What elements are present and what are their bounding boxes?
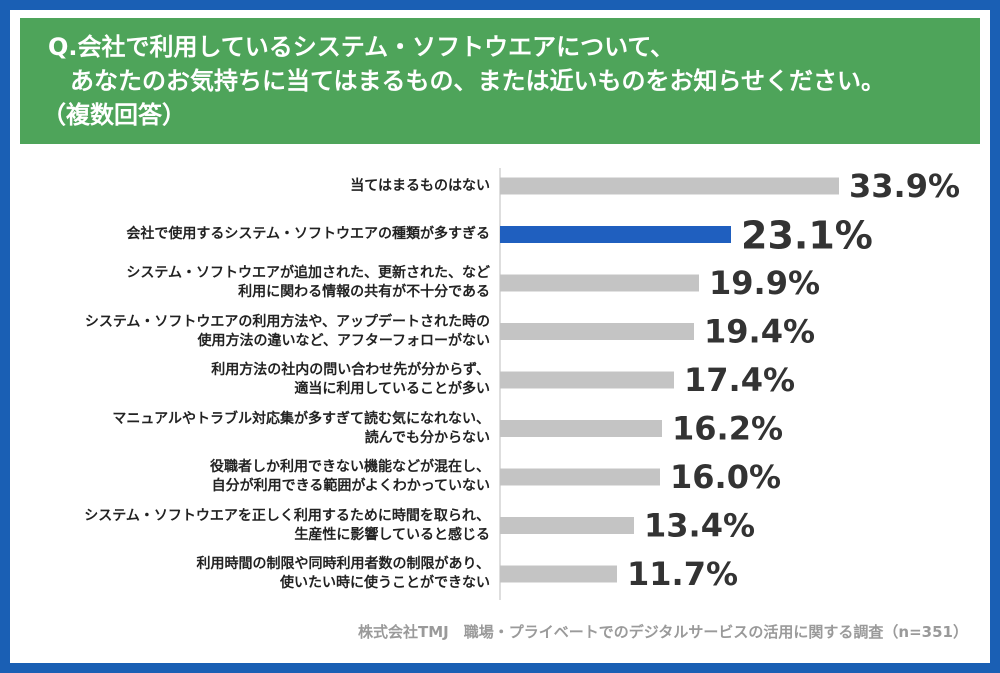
category-label-1-line-0: 会社で使用するシステム・ソフトウエアの種類が多すぎる [126,226,490,242]
category-label-8-line-0: 利用時間の制限や同時利用者数の制限があり、 [196,556,490,572]
category-label-2: システム・ソフトウエアが追加された、更新された、など利用に関わる情報の共有が不十… [126,264,490,302]
category-label-8-line-1: 使いたい時に使うことができない [280,575,490,591]
category-label-6: 役職者しか利用できない機能などが混在し、 自分が利用できる範囲がよくわかっていない [210,458,490,496]
question-header: Q.会社で利用しているシステム・ソフトウエアについて、 あなたのお気持ちに当ては… [20,18,980,144]
category-label-4: 利用方法の社内の問い合わせ先が分からず、適当に利用していることが多い [211,361,490,399]
bar-8 [500,565,617,583]
bar-1 [500,226,731,243]
data-label-6: 16.0% [670,458,781,496]
question-line-2: あなたのお気持ちに当てはまるもの、または近いものをお知らせください。 [70,67,886,95]
category-label-8: 利用時間の制限や同時利用者数の制限があり、使いたい時に使うことができない [197,555,490,593]
data-label-8: 11.7% [627,555,738,593]
bar-3 [500,323,694,340]
bar-5 [500,420,662,437]
category-label-0: 当てはまるものはない [350,177,490,196]
category-label-6-line-0: 役職者しか利用できない機能などが混在し、 [210,459,490,475]
category-label-4-line-1: 適当に利用していることが多い [294,381,490,397]
category-label-7-line-1: 生産性に影響していると感じる [294,526,490,543]
data-label-7: 13.4% [644,507,755,545]
category-label-0-line-0: 当てはまるものはない [350,177,490,194]
category-label-2-line-0: システム・ソフトウエアが追加された、更新された、など [126,265,490,281]
bar-2 [500,274,699,292]
category-label-5-line-1: 読んでも分からない [364,429,490,446]
bar-7 [500,517,634,534]
category-label-1: 会社で使用するシステム・ソフトウエアの種類が多すぎる [126,225,490,244]
source-note: 株式会社TMJ 職場・プライベートでのデジタルサービスの活用に関する調査（n=3… [357,623,968,641]
category-label-5: マニュアルやトラブル対応集が多すぎて読む気になれない、読んでも分からない [112,410,490,448]
data-label-5: 16.2% [672,410,783,448]
category-label-7-line-0: システム・ソフトウエアを正しく利用するために時間を取られ、 [84,507,490,524]
category-label-6-line-1: 自分が利用できる範囲がよくわかっていない [211,478,490,494]
bar-6 [500,468,660,486]
category-label-4-line-0: 利用方法の社内の問い合わせ先が分からず、 [211,362,490,378]
bar-0 [500,177,839,195]
question-line-3: （複数回答） [42,101,186,129]
category-label-2-line-1: 利用に関わる情報の共有が不十分である [238,284,490,300]
bar-4 [500,371,674,389]
category-label-3: システム・ソフトウエアの利用方法や、アップデートされた時の使用方法の違いなど、ア… [85,313,490,351]
data-label-1: 23.1% [741,214,873,258]
data-label-0: 33.9% [849,167,960,205]
data-label-4: 17.4% [684,361,795,399]
category-label-3-line-1: 使用方法の違いなど、アフターフォローがない [197,332,490,349]
data-label-2: 19.9% [709,264,820,302]
data-label-3: 19.4% [704,313,815,351]
category-label-7: システム・ソフトウエアを正しく利用するために時間を取られ、生産性に影響していると… [84,507,490,545]
category-label-5-line-0: マニュアルやトラブル対応集が多すぎて読む気になれない、 [112,410,490,427]
question-line-1: Q.会社で利用しているシステム・ソフトウエアについて、 [48,33,675,61]
category-label-3-line-0: システム・ソフトウエアの利用方法や、アップデートされた時の [84,313,490,330]
